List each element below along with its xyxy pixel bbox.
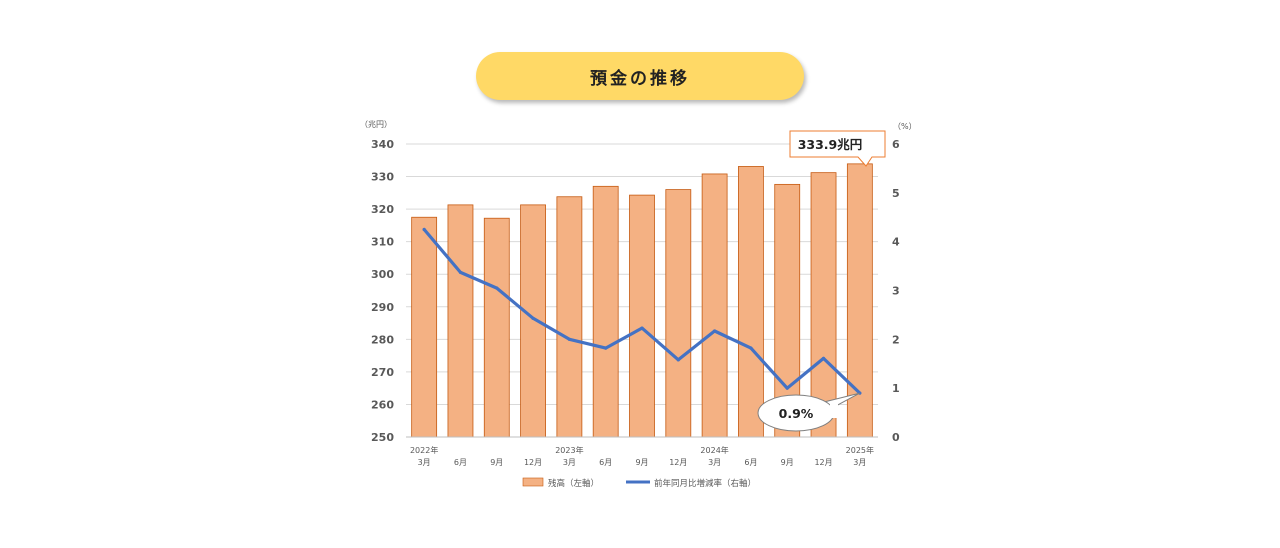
x-tick-month: 6月 (454, 458, 467, 467)
left-tick-label: 290 (371, 301, 394, 314)
bar (592, 185, 619, 438)
left-tick-label: 260 (371, 398, 394, 411)
left-tick-label: 340 (371, 138, 394, 151)
line-callout-mask (830, 404, 838, 418)
left-tick-label: 280 (371, 333, 394, 346)
bar (738, 166, 764, 438)
right-tick-label: 6 (892, 138, 900, 151)
line-point (567, 337, 571, 341)
x-tick-month: 12月 (524, 458, 542, 467)
legend-line-label: 前年同月比増減率（右軸） (654, 478, 756, 489)
bar (701, 173, 728, 438)
bar (556, 196, 583, 438)
right-tick-label: 1 (892, 382, 900, 395)
bar (447, 204, 474, 438)
left-tick-label: 310 (371, 236, 394, 249)
x-tick-month: 6月 (744, 458, 757, 467)
bar (810, 172, 837, 438)
line-point (749, 346, 753, 350)
bar-callout-box (789, 130, 886, 167)
line-point (785, 386, 789, 390)
line-point (821, 356, 826, 360)
right-tick-label: 4 (892, 236, 900, 249)
bar-callout-label: 333.9兆円 (798, 137, 863, 152)
bar (411, 216, 438, 438)
line-point (458, 270, 463, 275)
x-tick-month: 3月 (708, 458, 721, 467)
chart-title-banner: 預金の推移 (476, 52, 804, 100)
line-series (422, 227, 862, 395)
line-point (713, 329, 717, 333)
bar-series (411, 163, 873, 438)
right-tick-label: 0 (892, 431, 900, 444)
left-axis: （兆円） 340 330 320 310 300 290 280 270 260 250 (360, 119, 394, 444)
x-tick-month: 6月 (599, 458, 612, 467)
x-tick-month: 12月 (669, 458, 687, 467)
legend-bar-swatch (522, 477, 544, 487)
right-tick-label: 3 (892, 285, 900, 298)
left-tick-label: 250 (371, 431, 394, 444)
line-callout-label: 0.9% (779, 406, 814, 421)
x-tick-year: 2023年 (555, 445, 583, 455)
bar (629, 194, 655, 438)
line-point (422, 227, 426, 232)
right-tick-label: 5 (892, 187, 900, 200)
x-tick-month: 3月 (418, 458, 431, 467)
right-tick-label: 2 (892, 333, 900, 346)
line-point (676, 358, 680, 362)
x-tick-month: 3月 (563, 458, 576, 467)
right-axis: （%） 6 5 4 3 2 1 0 (892, 122, 917, 444)
line-point (604, 346, 608, 350)
x-tick-month: 9月 (490, 458, 503, 467)
x-tick-year: 2022年 (410, 445, 438, 455)
callouts: 333.9兆円 0.9% (757, 130, 886, 432)
x-tick-month: 3月 (853, 458, 866, 467)
x-axis-labels: 2022年 3月 6月 9月 12月 2023年 3月 6月 9月 12月 2024年 3月 6月 9月 1… (410, 445, 874, 467)
x-tick-year: 2024年 (700, 445, 728, 455)
x-tick-year: 2025年 (846, 445, 874, 455)
left-tick-label: 300 (371, 268, 394, 281)
bar (665, 189, 692, 438)
x-tick-month: 9月 (781, 458, 794, 467)
left-axis-unit: （兆円） (360, 119, 392, 129)
bar (520, 204, 546, 438)
x-tick-month: 9月 (635, 458, 648, 467)
line-point (531, 316, 535, 320)
chart-title: 預金の推移 (590, 68, 690, 89)
bar (846, 163, 873, 438)
line-point (640, 326, 644, 330)
bar (483, 217, 510, 438)
left-tick-label: 330 (371, 171, 394, 184)
legend-bar-label: 残高（左軸） (548, 478, 599, 489)
legend: 残高（左軸） 前年同月比増減率（右軸） (522, 477, 756, 489)
left-tick-label: 270 (371, 366, 394, 379)
right-axis-unit: （%） (893, 122, 917, 131)
left-tick-label: 320 (371, 203, 394, 216)
x-tick-month: 12月 (814, 458, 832, 467)
line-point (495, 286, 499, 290)
